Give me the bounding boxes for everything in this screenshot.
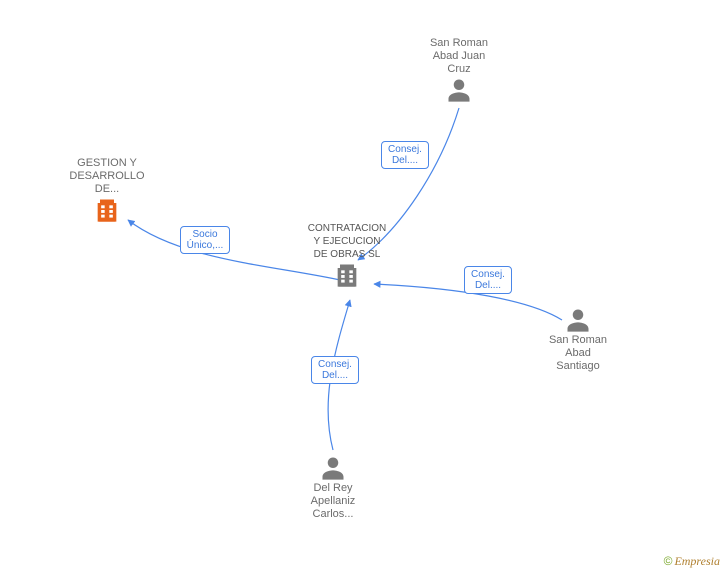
person-icon xyxy=(564,306,592,334)
edge-label: SocioÚnico,... xyxy=(180,226,231,254)
building-icon xyxy=(333,261,361,289)
node-label: Del ReyApellanizCarlos... xyxy=(288,482,378,521)
node-santiago[interactable]: San RomanAbadSantiago xyxy=(533,306,623,373)
copyright-symbol: © xyxy=(664,554,673,568)
edge-label: Consej.Del.... xyxy=(381,141,429,169)
node-label: CONTRATACIONY EJECUCIONDE OBRAS SL xyxy=(302,222,392,261)
node-gestion[interactable]: GESTION YDESARROLLODE... xyxy=(62,157,152,224)
node-label: San RomanAbadSantiago xyxy=(533,334,623,373)
node-juan[interactable]: San RomanAbad JuanCruz xyxy=(414,37,504,104)
node-label: GESTION YDESARROLLODE... xyxy=(62,157,152,196)
edge-label: Consej.Del.... xyxy=(464,266,512,294)
person-icon xyxy=(319,454,347,482)
person-icon xyxy=(445,76,473,104)
node-carlos[interactable]: Del ReyApellanizCarlos... xyxy=(288,454,378,521)
edge-label: Consej.Del.... xyxy=(311,356,359,384)
node-label: San RomanAbad JuanCruz xyxy=(414,37,504,76)
watermark-text: Empresia xyxy=(674,554,720,568)
node-center[interactable]: CONTRATACIONY EJECUCIONDE OBRAS SL xyxy=(302,222,392,289)
watermark: ©Empresia xyxy=(664,554,720,569)
diagram-canvas: CONTRATACIONY EJECUCIONDE OBRAS SL GESTI… xyxy=(0,0,728,575)
building-icon xyxy=(93,196,121,224)
